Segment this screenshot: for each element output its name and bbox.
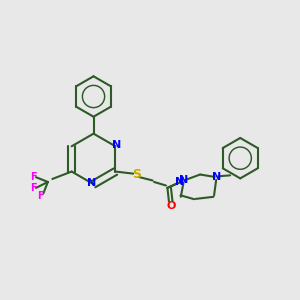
Text: S: S (132, 168, 141, 181)
Text: F: F (37, 191, 44, 201)
Text: N: N (179, 176, 188, 185)
Text: N: N (212, 172, 221, 182)
Text: N: N (87, 178, 97, 188)
Text: F: F (30, 184, 36, 194)
Text: N: N (175, 177, 184, 187)
Text: O: O (166, 201, 175, 211)
Text: F: F (30, 172, 36, 182)
Text: N: N (112, 140, 122, 150)
